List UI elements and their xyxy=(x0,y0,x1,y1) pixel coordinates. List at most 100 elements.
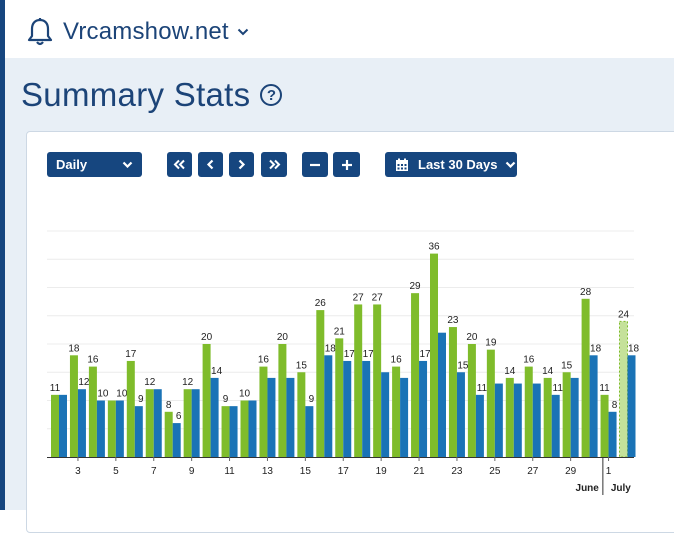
data-label: 20 xyxy=(466,332,478,343)
data-label: 18 xyxy=(590,343,602,354)
date-range-value: Last 30 Days xyxy=(418,157,498,172)
month-label: July xyxy=(611,483,631,494)
bar-green xyxy=(505,377,514,457)
data-label: 14 xyxy=(211,366,223,377)
bar-green xyxy=(619,320,628,458)
data-label: 11 xyxy=(553,383,564,394)
data-label: 17 xyxy=(363,349,375,360)
bar-blue xyxy=(134,406,143,457)
bar-blue xyxy=(570,377,579,457)
data-label: 12 xyxy=(78,377,90,388)
data-label: 17 xyxy=(419,349,431,360)
data-label: 16 xyxy=(391,355,403,366)
data-label: 18 xyxy=(325,343,337,354)
data-label: 21 xyxy=(334,326,346,337)
data-label: 10 xyxy=(239,389,251,400)
bar-blue xyxy=(172,423,181,457)
bar-green xyxy=(240,400,249,457)
data-label: 16 xyxy=(523,355,535,366)
left-rail xyxy=(0,0,5,510)
data-label: 23 xyxy=(447,315,459,326)
x-tick-label: 7 xyxy=(151,466,157,477)
double-chevron-left-icon xyxy=(173,159,186,170)
site-selector[interactable]: Vrcamshow.net xyxy=(27,14,249,50)
bar-blue xyxy=(494,383,503,457)
bar-blue xyxy=(608,411,617,457)
x-tick-label: 15 xyxy=(300,466,312,477)
bar-green xyxy=(145,389,154,457)
bar-blue xyxy=(343,360,352,457)
bar-green xyxy=(316,310,325,457)
bar-green xyxy=(467,344,476,457)
chevron-right-icon xyxy=(237,159,246,170)
bar-green xyxy=(278,344,287,457)
bar-green xyxy=(126,360,135,457)
bar-green xyxy=(581,298,590,457)
data-label: 15 xyxy=(561,360,573,371)
bar-green xyxy=(430,253,438,457)
bar-green xyxy=(51,394,59,457)
bar-blue xyxy=(456,372,465,457)
bar-green xyxy=(392,366,401,457)
data-label: 36 xyxy=(428,242,440,253)
chevron-left-icon xyxy=(206,159,215,170)
granularity-select[interactable]: Daily xyxy=(47,152,142,177)
data-label: 14 xyxy=(542,366,554,377)
bar-green xyxy=(297,372,306,457)
help-icon[interactable]: ? xyxy=(260,84,283,106)
bar-green xyxy=(486,349,495,457)
bar-blue xyxy=(229,406,238,457)
bar-blue xyxy=(438,332,446,457)
data-label: 17 xyxy=(125,349,137,360)
data-label: 6 xyxy=(176,411,182,422)
data-label: 16 xyxy=(87,355,99,366)
bar-green xyxy=(69,355,78,457)
bar-green xyxy=(448,327,457,457)
site-name: Vrcamshow.net xyxy=(63,18,229,45)
data-label: 18 xyxy=(628,343,640,354)
bar-blue xyxy=(210,377,219,457)
plus-icon xyxy=(341,159,353,171)
bar-green xyxy=(543,377,552,457)
data-label: 12 xyxy=(182,377,194,388)
data-label: 29 xyxy=(409,281,421,292)
next-button[interactable] xyxy=(229,152,254,177)
bar-green xyxy=(354,304,363,457)
x-tick-label: 13 xyxy=(262,466,274,477)
date-range-select[interactable]: Last 30 Days xyxy=(385,152,517,177)
data-label: 9 xyxy=(138,394,144,405)
bar-blue xyxy=(627,355,636,457)
x-tick-label: 25 xyxy=(489,466,501,477)
x-tick-label: 5 xyxy=(113,466,119,477)
x-tick-label: 1 xyxy=(606,466,612,477)
data-label: 16 xyxy=(258,355,270,366)
data-label: 15 xyxy=(457,360,469,371)
bar-blue xyxy=(267,377,276,457)
last-page-button[interactable] xyxy=(261,152,287,177)
bar-blue xyxy=(400,377,409,457)
data-label: 12 xyxy=(144,377,156,388)
zoom-out-button[interactable] xyxy=(302,152,328,177)
bar-blue xyxy=(532,383,541,457)
page-header: Summary Stats ? xyxy=(21,76,283,114)
bar-green xyxy=(107,400,116,457)
bar-blue xyxy=(191,389,200,457)
data-label: 9 xyxy=(223,394,229,405)
bar-blue xyxy=(96,400,105,457)
x-tick-label: 19 xyxy=(376,466,388,477)
data-label: 17 xyxy=(344,349,356,360)
previous-button[interactable] xyxy=(198,152,223,177)
data-label: 15 xyxy=(296,360,308,371)
chevron-down-icon xyxy=(237,28,249,36)
bar-blue xyxy=(475,394,484,457)
bar-blue xyxy=(419,360,428,457)
bar-blue xyxy=(305,406,314,457)
zoom-in-button[interactable] xyxy=(333,152,360,177)
data-label: 11 xyxy=(477,383,488,394)
stats-panel xyxy=(26,131,674,533)
bar-blue xyxy=(324,355,333,457)
data-label: 14 xyxy=(504,366,516,377)
first-page-button[interactable] xyxy=(167,152,192,177)
chevron-down-icon xyxy=(122,161,133,168)
bar-green xyxy=(164,411,173,457)
